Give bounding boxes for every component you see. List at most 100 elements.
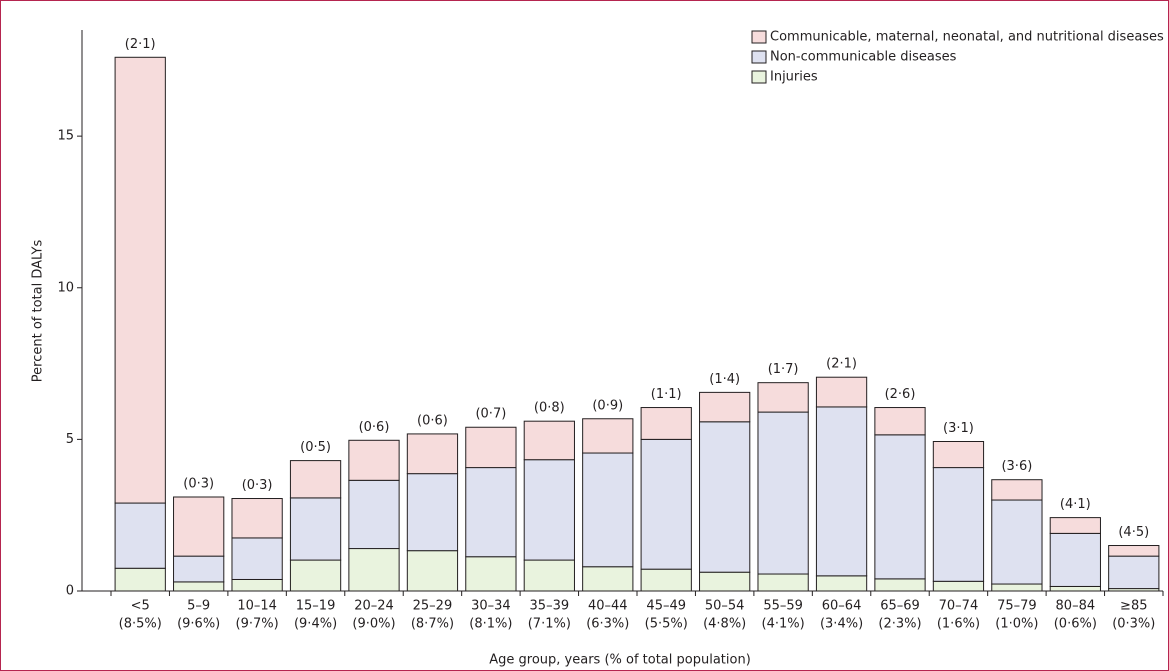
legend-label: Communicable, maternal, neonatal, and nu… bbox=[770, 30, 1164, 45]
bar-segment bbox=[640, 438, 692, 570]
bar-annotation: (1·7) bbox=[768, 362, 799, 377]
bar-segment bbox=[289, 559, 342, 592]
bar-segment bbox=[1108, 545, 1160, 557]
x-tick-sublabel: (4·1%) bbox=[762, 617, 805, 632]
bar-segment bbox=[465, 426, 517, 469]
bar-segment bbox=[1108, 555, 1160, 590]
bar-segment bbox=[932, 580, 985, 592]
bar-segment bbox=[874, 434, 926, 580]
bar-segment bbox=[932, 467, 985, 582]
bar-segment bbox=[348, 439, 400, 481]
bar-segment bbox=[406, 550, 459, 592]
bar-annotation: (3·6) bbox=[1001, 459, 1032, 474]
bar-annotation: (2·6) bbox=[885, 387, 916, 402]
legend-swatch bbox=[751, 30, 767, 44]
y-tick-label: 10 bbox=[57, 280, 74, 295]
bar-annotation: (2·1) bbox=[826, 357, 857, 372]
bar-segment bbox=[348, 548, 400, 592]
bar-segment bbox=[757, 411, 809, 575]
bar-segment bbox=[231, 578, 283, 592]
bar-segment bbox=[289, 497, 342, 561]
bar-segment bbox=[406, 473, 459, 552]
x-tick-label: 40–44 bbox=[588, 599, 628, 614]
x-tick-sublabel: (0·6%) bbox=[1054, 617, 1097, 632]
bar-segment bbox=[173, 555, 225, 583]
bar-segment bbox=[699, 571, 751, 592]
x-tick-sublabel: (8·5%) bbox=[119, 617, 162, 632]
bar-segment bbox=[757, 573, 809, 592]
legend-swatch bbox=[751, 70, 767, 84]
bar-segment bbox=[406, 433, 459, 475]
bar-segment bbox=[465, 467, 517, 558]
x-tick-label: 20–24 bbox=[354, 599, 394, 614]
x-tick-label: 60–64 bbox=[822, 599, 862, 614]
bar-annotation: (0·8) bbox=[534, 401, 565, 416]
x-tick-sublabel: (2·3%) bbox=[878, 617, 921, 632]
legend-label: Injuries bbox=[770, 70, 818, 85]
bar-segment bbox=[815, 376, 868, 408]
bar-segment bbox=[991, 583, 1043, 592]
y-axis-label: Percent of total DALYs bbox=[31, 240, 46, 383]
bar-segment bbox=[523, 420, 575, 461]
x-tick-label: 25–29 bbox=[413, 599, 453, 614]
bar-segment bbox=[815, 575, 868, 592]
x-tick-sublabel: (1·0%) bbox=[995, 617, 1038, 632]
legend-swatch bbox=[751, 50, 767, 64]
bar-segment bbox=[874, 407, 926, 436]
x-tick-label: 75–79 bbox=[997, 599, 1037, 614]
bar-segment bbox=[1049, 517, 1101, 534]
x-axis-label: Age group, years (% of total population) bbox=[489, 653, 751, 668]
bar-segment bbox=[582, 566, 634, 592]
x-tick-label: 50–54 bbox=[705, 599, 745, 614]
bar-segment bbox=[582, 418, 634, 454]
bar-segment bbox=[348, 479, 400, 550]
x-tick-sublabel: (3·4%) bbox=[820, 617, 863, 632]
x-tick-label: ≥85 bbox=[1120, 599, 1147, 614]
bar-annotation: (0·3) bbox=[242, 478, 273, 493]
bar-annotation: (0·6) bbox=[359, 420, 390, 435]
bar-segment bbox=[231, 537, 283, 580]
y-tick-label: 15 bbox=[57, 129, 74, 144]
bar-annotation: (2·1) bbox=[125, 37, 156, 52]
x-tick-label: 45–49 bbox=[646, 599, 686, 614]
x-tick-sublabel: (0·3%) bbox=[1112, 617, 1155, 632]
bar-segment bbox=[640, 407, 692, 440]
x-tick-sublabel: (9·0%) bbox=[352, 617, 395, 632]
bar-segment bbox=[874, 578, 926, 592]
bar-segment bbox=[523, 559, 575, 592]
bar-annotation: (0·9) bbox=[592, 398, 623, 413]
x-tick-label: 30–34 bbox=[471, 599, 511, 614]
bar-segment bbox=[114, 56, 166, 504]
bar-segment bbox=[932, 441, 985, 469]
x-tick-sublabel: (8·7%) bbox=[411, 617, 454, 632]
bar-annotation: (0·6) bbox=[417, 413, 448, 428]
bar-segment bbox=[699, 391, 751, 423]
y-tick-label: 5 bbox=[66, 432, 74, 447]
x-tick-label: 80–84 bbox=[1056, 599, 1096, 614]
bar-segment bbox=[114, 567, 166, 592]
x-tick-label: <5 bbox=[131, 599, 150, 614]
bar-annotation: (4·1) bbox=[1060, 497, 1091, 512]
x-tick-sublabel: (9·4%) bbox=[294, 617, 337, 632]
x-tick-sublabel: (5·5%) bbox=[645, 617, 688, 632]
bar-annotation: (1·1) bbox=[651, 387, 682, 402]
bar-annotation: (0·7) bbox=[475, 407, 506, 422]
x-tick-sublabel: (9·6%) bbox=[177, 617, 220, 632]
bar-segment bbox=[815, 406, 868, 577]
bar-segment bbox=[991, 499, 1043, 585]
bar-segment bbox=[173, 581, 225, 592]
bar-segment bbox=[289, 460, 342, 499]
x-tick-sublabel: (1·6%) bbox=[937, 617, 980, 632]
x-tick-sublabel: (9·7%) bbox=[236, 617, 279, 632]
bar-segment bbox=[173, 496, 225, 557]
bar-segment bbox=[699, 421, 751, 573]
bar-segment bbox=[1049, 585, 1101, 592]
bar-segment bbox=[757, 382, 809, 413]
bar-segment bbox=[991, 479, 1043, 501]
x-tick-sublabel: (8·1%) bbox=[469, 617, 512, 632]
bar-annotation: (1·4) bbox=[709, 372, 740, 387]
bar-annotation: (0·5) bbox=[300, 440, 331, 455]
bar-segment bbox=[523, 459, 575, 561]
bar-annotation: (0·3) bbox=[183, 476, 214, 491]
